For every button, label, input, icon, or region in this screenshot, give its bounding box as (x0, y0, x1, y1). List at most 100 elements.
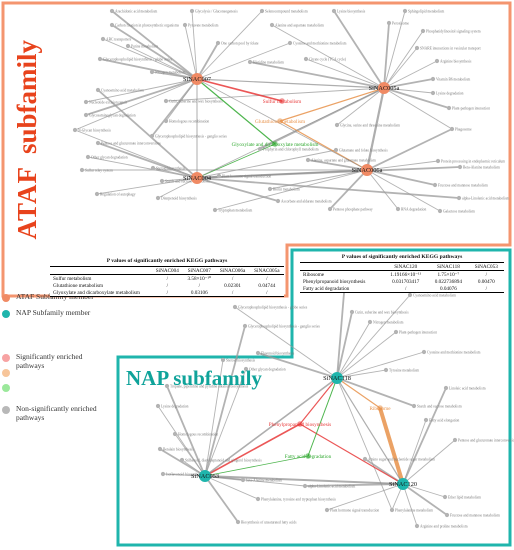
pathway-node-phenylalanine-tyrosine-and-tryptophan-biosynthesis: Phenylalanine, tyrosine and tryptophan b… (255, 496, 337, 503)
nonsig-edge (383, 10, 406, 89)
pathway-label: Glycosaminoglycan degradation (89, 114, 136, 118)
table-cell: Sulfur metabolism (53, 275, 92, 282)
pathway-node-arginine-and-proline-metabolism: Arginine and proline metabolism (414, 523, 468, 529)
pathway-label: Nitrogen metabolism (155, 71, 186, 75)
pathway-label: RNA degradation (401, 208, 426, 212)
significant-dot (277, 118, 283, 124)
pathway-label: Biosynthesis of unsaturated fatty acids (241, 521, 297, 525)
significant-dot (279, 98, 285, 104)
pathway-label: Biotin metabolism (273, 188, 300, 192)
pathway-node-purine-metabolism: Purine metabolism (125, 43, 158, 49)
hub-edge (196, 87, 385, 179)
legend-nonsignificant-label: Non-significantly enriched pathways (16, 404, 97, 422)
pathway-node-glycolysis-gluconeogenesis: Glycolysis / Gluconeogenesis (189, 8, 238, 14)
table-cell: Phenylpropanoid biosynthesis (303, 278, 366, 285)
pathway-label: Cutin, suberine and wax biosynthesis (169, 100, 223, 105)
pathway-node-glutamate-and-folate-biosynthesis: Glutamate and folate biosynthesis (333, 147, 388, 153)
legend-sig-red-dot (2, 354, 10, 362)
significant-edge (307, 377, 338, 457)
nonsig-edge (383, 30, 424, 89)
nonsig-edge (336, 331, 397, 379)
hub-edge (365, 87, 386, 171)
nonsig-edge (336, 321, 371, 379)
pathway-dot (163, 118, 169, 124)
pathway-node-sphingolipid-metabolism: Sphingolipid metabolism (402, 8, 444, 14)
pathway-node-phosphatidylinositol-signaling-system: Phosphatidylinositol signaling system (420, 28, 481, 34)
pathway-dot (407, 292, 413, 298)
pathway-dot (172, 431, 178, 437)
pathway-label: One carbon pool by folate (221, 42, 259, 46)
pathway-dot (383, 367, 389, 373)
nonsig-edge (383, 47, 418, 89)
pathway-label: Linoleic acid metabolism (449, 387, 486, 391)
significant-pathway-glutathione-metabolism: Glutathione metabolism (255, 118, 305, 125)
pathway-label: alpha-Linolenic acid metabolism (308, 485, 356, 489)
pathway-node-sulfur-relay-system: Sulfur relay system (79, 167, 113, 173)
pathway-dot (444, 512, 450, 518)
nonsig-edge (196, 10, 263, 80)
nap-col-2: SiNAC118 (436, 263, 460, 270)
table-cell: Glutathione metabolism (53, 282, 103, 289)
ataf-pathways: Arachidonic acid metabolism Glycolysis / … (72, 8, 510, 214)
nonsig-edge (162, 473, 206, 477)
ataf-col-4: SiNAC005a (254, 267, 280, 274)
pathway-label: Tryptophan metabolism (218, 209, 253, 213)
member-node-sinac007: SiNAC007 (183, 73, 211, 85)
pathway-dot (432, 182, 438, 188)
pathway-dot (72, 127, 78, 133)
pathway-dot (333, 147, 339, 153)
pathway-dot (423, 417, 429, 423)
table-cell: Glyoxylate and dicarboxylate metabolism (53, 289, 140, 296)
pathway-node-homologous-recombination: Homologous recombination (172, 431, 218, 437)
pathway-dot (94, 191, 100, 197)
ataf-edges (74, 10, 461, 212)
significant-edge (196, 78, 276, 145)
pathway-node-glycerophospholipid-biosynthesis-globo-series: Glycerophospholipid biosynthesis - globo… (232, 304, 308, 310)
table-row: Fatty acid degradation / 0.04076 / (300, 285, 504, 293)
significant-edge (378, 407, 405, 485)
pathway-label: Plant-pathogen interaction (452, 107, 490, 111)
table-cell: 0.03106 (190, 289, 208, 296)
pathway-dot (443, 385, 449, 391)
pathway-node-betalain-biosynthesis: Betalain biosynthesis (157, 446, 194, 452)
member-dot (199, 470, 211, 482)
pathway-dot (389, 507, 395, 513)
significant-edge (204, 455, 309, 477)
pathway-node-starch-and-sucrose-metabolism: Starch and sucrose metabolism (411, 403, 462, 409)
nap-edges (157, 280, 456, 527)
pathway-label: Arginine and proline metabolism (420, 525, 468, 529)
pathway-dot (160, 471, 166, 477)
pathway-node-other-glycan-degradation: Other glycan degradation (85, 154, 128, 160)
pathway-node-pentose-phosphate-pathway: Pentose phosphate pathway (327, 206, 373, 212)
member-label: SiNAC004 (183, 175, 212, 182)
pathway-dot (83, 99, 89, 105)
member-label: SiNAC006a (352, 167, 383, 174)
pathway-node-n-glycan-biosynthesis: N-Glycan biosynthesis (72, 127, 111, 133)
pathway-dot (324, 507, 330, 513)
nonsig-edge (204, 475, 239, 523)
significant-dot (305, 453, 311, 459)
pathway-label: Phosphatidylinositol signaling system (426, 30, 481, 34)
pathway-label: Sulfur relay system (85, 169, 113, 173)
pathway-dot (220, 357, 226, 363)
nap-title: NAP subfamily (126, 366, 262, 390)
legend-significant-orange (2, 367, 16, 377)
nonsig-edge (151, 71, 198, 80)
hub-edge (196, 169, 368, 179)
significant-pathway-fatty-acid-degradation: Fatty acid degradation (285, 453, 332, 460)
table-cell: Fatty acid degradation (303, 285, 350, 292)
nonsig-edge (102, 38, 198, 80)
significant-edge (299, 377, 338, 425)
member-dot (331, 372, 343, 384)
nonsig-edge (196, 42, 291, 80)
pathway-node-other-glycan-degradation: Other glycan degradation (243, 366, 286, 372)
pathway-dot (269, 22, 275, 28)
pathway-node-ascorbate-and-aldarate-metabolism: Ascorbate and aldarate metabolism (275, 198, 332, 204)
nonsig-edge (157, 177, 198, 199)
nonsig-edge (111, 24, 198, 80)
nonsig-edge (383, 22, 390, 89)
pathway-node-linoleic-acid-metabolism: Linoleic acid metabolism (443, 385, 486, 391)
member-dot (397, 478, 409, 490)
pathway-label: Isoflavonoid biosynthesis (166, 473, 203, 477)
pathway-label: Tyrosine metabolism (389, 369, 419, 373)
